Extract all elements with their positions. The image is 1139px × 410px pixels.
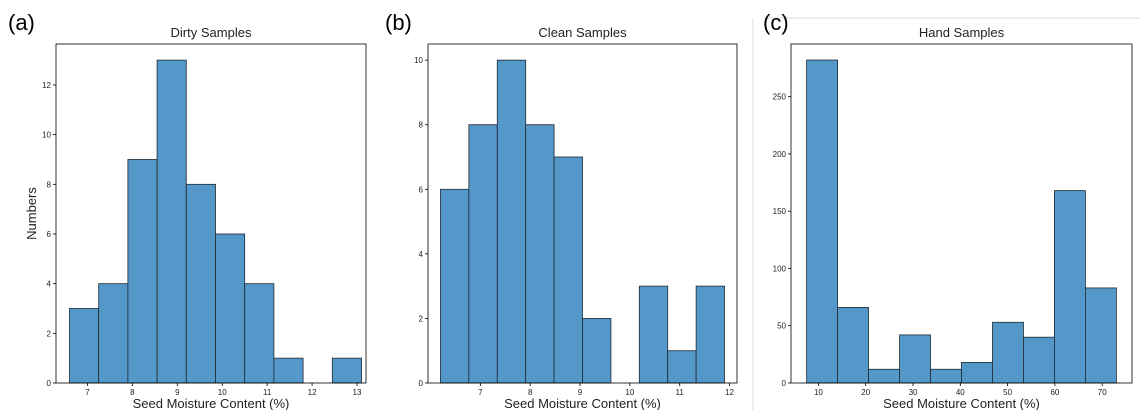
histogram-bar <box>98 283 129 384</box>
y-tick-label: 200 <box>773 150 787 159</box>
chart-title: Clean Samples <box>538 25 627 40</box>
histogram-bar <box>244 283 275 384</box>
x-tick-label: 40 <box>956 388 965 397</box>
histogram-bar <box>185 183 216 384</box>
y-tick-label: 8 <box>419 121 424 130</box>
y-tick-label: 250 <box>773 93 787 102</box>
x-axis-label: Seed Moisture Content (%) <box>504 396 661 410</box>
x-tick-label: 9 <box>578 388 583 397</box>
panel-label: (a) <box>8 10 35 35</box>
panel-dirty-samples: (a) Dirty Samples 7 8 9 10 11 12 13 0 2 4 6 8 10 12 Seed… <box>8 10 367 410</box>
histogram-bar <box>69 308 100 384</box>
histogram-bar <box>496 59 527 384</box>
panel-label: (b) <box>385 10 412 35</box>
y-tick-label: 6 <box>419 185 424 194</box>
panel-label: (c) <box>763 10 789 35</box>
histogram-bar <box>215 233 246 384</box>
x-tick-label: 10 <box>625 388 634 397</box>
y-tick-label: 4 <box>419 250 424 259</box>
y-tick-label: 2 <box>419 314 424 323</box>
y-tick-label: 0 <box>782 379 787 388</box>
histogram-bar <box>868 368 900 384</box>
histogram-bar <box>638 285 669 384</box>
x-tick-label: 8 <box>130 388 135 397</box>
histogram-bar <box>582 318 612 384</box>
histogram-bar <box>1023 336 1055 384</box>
x-tick-label: 60 <box>1050 388 1059 397</box>
y-tick-label: 50 <box>777 322 786 331</box>
histogram-bar <box>961 361 993 384</box>
histogram-bar <box>695 285 725 384</box>
histogram-bar <box>127 159 158 384</box>
x-axis-label: Seed Moisture Content (%) <box>133 396 290 410</box>
histogram-bar <box>837 307 869 384</box>
x-tick-label: 11 <box>676 388 685 397</box>
histogram-bar <box>553 156 583 384</box>
plot-frame <box>55 43 367 384</box>
histogram-bar <box>156 59 187 384</box>
y-tick-label: 6 <box>47 230 52 239</box>
y-tick-label: 4 <box>47 280 52 289</box>
histogram-bar <box>806 59 838 384</box>
x-axis-label: Seed Moisture Content (%) <box>883 396 1040 410</box>
y-tick-label: 12 <box>42 81 51 90</box>
histogram-bar <box>899 334 931 384</box>
y-tick-label: 2 <box>47 329 52 338</box>
histogram-bar <box>468 124 498 384</box>
x-tick-label: 12 <box>308 388 317 397</box>
histogram-bar <box>440 188 470 384</box>
x-tick-label: 7 <box>85 388 90 397</box>
y-tick-label: 8 <box>47 180 52 189</box>
x-tick-label: 10 <box>814 388 823 397</box>
histogram-bar <box>930 368 962 384</box>
x-tick-label: 7 <box>478 388 483 397</box>
x-tick-label: 11 <box>263 388 272 397</box>
histogram-bar <box>1085 287 1117 384</box>
panel-hand-samples: (c) Hand Samples 10 20 30 40 50 60 70 0 50 100 150 20… <box>763 10 1133 410</box>
y-tick-label: 0 <box>47 379 52 388</box>
x-tick-label: 12 <box>725 388 734 397</box>
x-tick-label: 30 <box>909 388 918 397</box>
x-tick-label: 20 <box>861 388 870 397</box>
x-tick-label: 10 <box>218 388 227 397</box>
x-tick-label: 50 <box>1003 388 1012 397</box>
histogram-bar <box>331 357 362 384</box>
x-tick-label: 8 <box>528 388 533 397</box>
plot-frame <box>790 43 1133 384</box>
histogram-bar <box>992 321 1024 384</box>
y-tick-label: 0 <box>419 379 424 388</box>
histogram-bar <box>667 350 697 384</box>
y-tick-label: 100 <box>773 264 787 273</box>
histogram-bar <box>273 357 304 384</box>
histogram-bar <box>1054 190 1086 384</box>
y-tick-label: 10 <box>42 131 51 140</box>
plot-frame <box>427 43 738 384</box>
y-tick-label: 10 <box>414 56 423 65</box>
y-axis-label: Numbers <box>24 187 39 240</box>
x-tick-label: 13 <box>353 388 362 397</box>
y-tick-label: 150 <box>773 207 787 216</box>
chart-title: Hand Samples <box>919 25 1005 40</box>
histogram-bar <box>525 124 555 384</box>
x-tick-label: 9 <box>175 388 180 397</box>
chart-title: Dirty Samples <box>171 25 252 40</box>
x-tick-label: 70 <box>1098 388 1107 397</box>
